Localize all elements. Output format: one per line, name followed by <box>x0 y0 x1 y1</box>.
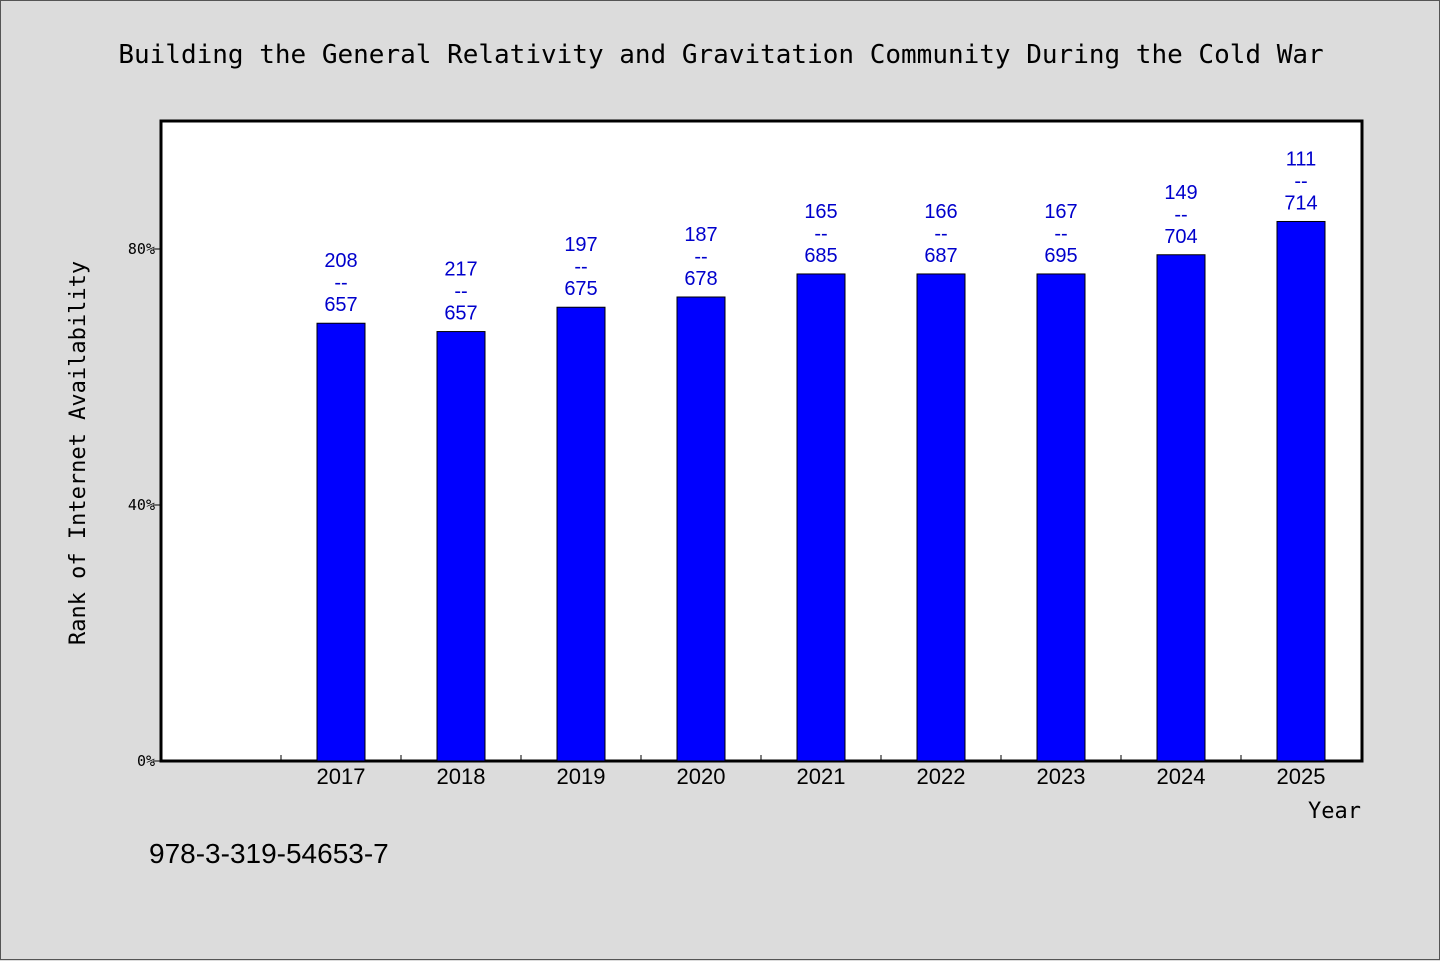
y-tick-label: 0% <box>137 752 155 770</box>
data-label-2022-line-1: 166 <box>924 201 957 223</box>
x-tick-label-2025: 2025 <box>1277 764 1326 789</box>
x-axis: 2017 2018 2019 2020 2021 2022 2023 2024 2025 <box>280 755 1362 789</box>
bar-2022 <box>916 273 966 762</box>
data-label-2017-line-2: -- <box>334 272 347 294</box>
data-label-2024-line-1: 149 <box>1164 182 1197 204</box>
data-label-2021-line-2: -- <box>814 223 827 245</box>
chart-title: Building the General Relativity and Grav… <box>118 40 1323 70</box>
isbn-text: 978-3-319-54653-7 <box>149 838 389 869</box>
bar-2024 <box>1156 254 1206 762</box>
x-axis-title: Year <box>1308 799 1361 824</box>
data-label-2017-line-1: 208 <box>324 250 357 272</box>
data-label-2025-line-1: 111 <box>1286 148 1316 170</box>
data-label-2025-line-2: -- <box>1294 170 1307 192</box>
bar-2019 <box>556 306 606 762</box>
data-label-2025-line-3: 714 <box>1284 192 1317 214</box>
bar-2025 <box>1276 220 1326 762</box>
data-labels-layer: 208--657217--657197--675187--678165--685… <box>324 148 1317 324</box>
data-label-2017-line-3: 657 <box>324 294 357 316</box>
data-label-2019-line-1: 197 <box>564 234 597 256</box>
data-label-2019-line-2: -- <box>574 256 587 278</box>
x-tick-label-2022: 2022 <box>917 764 966 789</box>
bar-2021 <box>796 273 846 762</box>
bar-2020 <box>676 296 726 762</box>
x-tick-label-2024: 2024 <box>1157 764 1206 789</box>
data-label-2020-line-2: -- <box>694 246 707 268</box>
data-label-2018-line-2: -- <box>454 281 467 303</box>
data-label-2023-line-3: 695 <box>1044 245 1077 267</box>
data-label-2022-line-2: -- <box>934 223 947 245</box>
x-tick-label-2023: 2023 <box>1037 764 1086 789</box>
data-label-2021-line-3: 685 <box>804 245 837 267</box>
data-label-2020-line-1: 187 <box>684 224 717 246</box>
data-label-2023-line-2: -- <box>1054 223 1067 245</box>
y-axis-title: Rank of Internet Availability <box>66 261 91 645</box>
x-tick-label-2020: 2020 <box>677 764 726 789</box>
bars-layer <box>316 220 1326 762</box>
bar-2023 <box>1036 273 1086 762</box>
data-label-2018-line-1: 217 <box>444 259 477 281</box>
data-label-2024-line-3: 704 <box>1164 226 1197 248</box>
bar-2018 <box>436 331 486 762</box>
data-label-2023-line-1: 167 <box>1044 201 1077 223</box>
x-tick-label-2021: 2021 <box>797 764 846 789</box>
data-label-2024-line-2: -- <box>1174 204 1187 226</box>
x-tick-label-2017: 2017 <box>317 764 366 789</box>
x-tick-label-2019: 2019 <box>557 764 606 789</box>
x-tick-label-2018: 2018 <box>437 764 486 789</box>
data-label-2019-line-3: 675 <box>564 278 597 300</box>
y-tick-label: 80% <box>128 240 155 258</box>
data-label-2018-line-3: 657 <box>444 303 477 325</box>
y-tick-label: 40% <box>128 496 155 514</box>
bar-2017 <box>316 322 366 762</box>
data-label-2022-line-3: 687 <box>924 245 957 267</box>
y-axis: 0% 40% 80% <box>128 240 161 770</box>
data-label-2021-line-1: 165 <box>804 201 837 223</box>
data-label-2020-line-3: 678 <box>684 268 717 290</box>
